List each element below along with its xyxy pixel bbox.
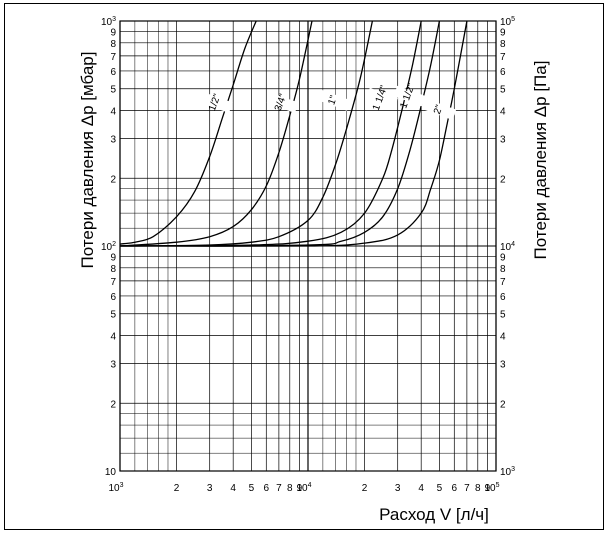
series-curve — [119, 20, 441, 247]
x-tick-label: 4 — [418, 483, 424, 494]
y-tick-label-right: 9 — [500, 27, 506, 38]
y-tick-label-left: 102 — [101, 241, 116, 253]
series-label-bg — [424, 99, 457, 121]
x-tick-label: 3 — [395, 483, 401, 494]
x-tick-label: 104 — [296, 482, 311, 494]
y-tick-label-left: 5 — [110, 85, 116, 96]
y-axis-title-left: Потери давления Δp [мбар] — [78, 52, 97, 269]
x-tick-label: 7 — [464, 483, 470, 494]
y-tick-label-right: 3 — [500, 135, 506, 146]
y-axis-title-right: Потери давления Δp [Па] — [531, 61, 550, 260]
series-label-bg — [366, 87, 399, 109]
y-tick-label-right: 2 — [500, 399, 506, 410]
y-tick-label-right: 5 — [500, 85, 506, 96]
y-tick-label-left: 7 — [110, 277, 116, 288]
x-tick-label: 4 — [230, 483, 236, 494]
y-tick-label-right: 9 — [500, 252, 506, 263]
x-tick-label: 3 — [207, 483, 213, 494]
series-label-bg — [318, 90, 351, 111]
x-tick-label: 2 — [362, 483, 368, 494]
y-tick-label-left: 6 — [110, 292, 116, 303]
series-label-bg — [200, 92, 233, 113]
x-tick-label: 5 — [437, 483, 443, 494]
y-tick-label-right: 8 — [500, 264, 506, 275]
series-label-bg — [393, 85, 426, 107]
y-tick-label-left: 2 — [110, 399, 116, 410]
y-tick-label-left: 7 — [110, 52, 116, 63]
y-tick-label-right: 4 — [500, 332, 506, 343]
y-tick-label-left: 8 — [110, 264, 116, 275]
x-tick-label: 8 — [475, 483, 481, 494]
y-tick-label-left: 9 — [110, 252, 116, 263]
y-tick-label-right: 5 — [500, 310, 506, 321]
x-tick-label: 2 — [174, 483, 180, 494]
x-tick-label: 5 — [249, 483, 255, 494]
series-curve — [119, 20, 422, 247]
y-tick-label-left: 103 — [101, 16, 116, 28]
y-tick-label-left: 4 — [110, 332, 116, 343]
figure-frame — [4, 3, 604, 530]
y-tick-label-left: 4 — [110, 107, 116, 118]
curves: 1/2" 3/4" 1" 1 1/4" 1 1/2" 2" — [119, 20, 468, 247]
y-tick-label-right: 105 — [500, 16, 515, 28]
x-tick-label: 6 — [452, 483, 458, 494]
y-tick-label-left: 3 — [110, 135, 116, 146]
series-label-bg — [266, 92, 299, 113]
series-label: 1" — [326, 94, 340, 107]
x-tick-label: 105 — [484, 482, 499, 494]
x-tick-label: 8 — [287, 483, 293, 494]
y-tick-label-right: 103 — [500, 466, 515, 478]
y-tick-label-right: 2 — [500, 174, 506, 185]
y-tick-label-right: 104 — [500, 241, 515, 253]
x-tick-label: 7 — [276, 483, 282, 494]
series-curve — [119, 20, 374, 247]
y-tick-label-left: 8 — [110, 39, 116, 50]
y-tick-label-left: 3 — [110, 360, 116, 371]
x-tick-label: 9 — [485, 483, 491, 494]
y-tick-label-right: 3 — [500, 360, 506, 371]
y-tick-label-left: 9 — [110, 27, 116, 38]
y-tick-label-right: 7 — [500, 52, 506, 63]
y-tick-label-left: 2 — [110, 174, 116, 185]
x-axis-title: Расход V [л/ч] — [379, 505, 489, 524]
series-curve — [119, 20, 313, 247]
x-tick-label: 9 — [297, 483, 303, 494]
y-tick-label-right: 8 — [500, 39, 506, 50]
series-curve — [119, 20, 257, 245]
x-tick-label: 103 — [108, 482, 123, 494]
y-tick-label-right: 6 — [500, 67, 506, 78]
y-tick-label-left: 5 — [110, 310, 116, 321]
y-tick-label-left: 10 — [105, 467, 117, 478]
series-label: 2" — [432, 103, 446, 116]
y-tick-label-right: 4 — [500, 107, 506, 118]
y-tick-label-right: 7 — [500, 277, 506, 288]
y-tick-label-right: 6 — [500, 292, 506, 303]
y-tick-label-left: 6 — [110, 67, 116, 78]
x-tick-label: 6 — [264, 483, 270, 494]
